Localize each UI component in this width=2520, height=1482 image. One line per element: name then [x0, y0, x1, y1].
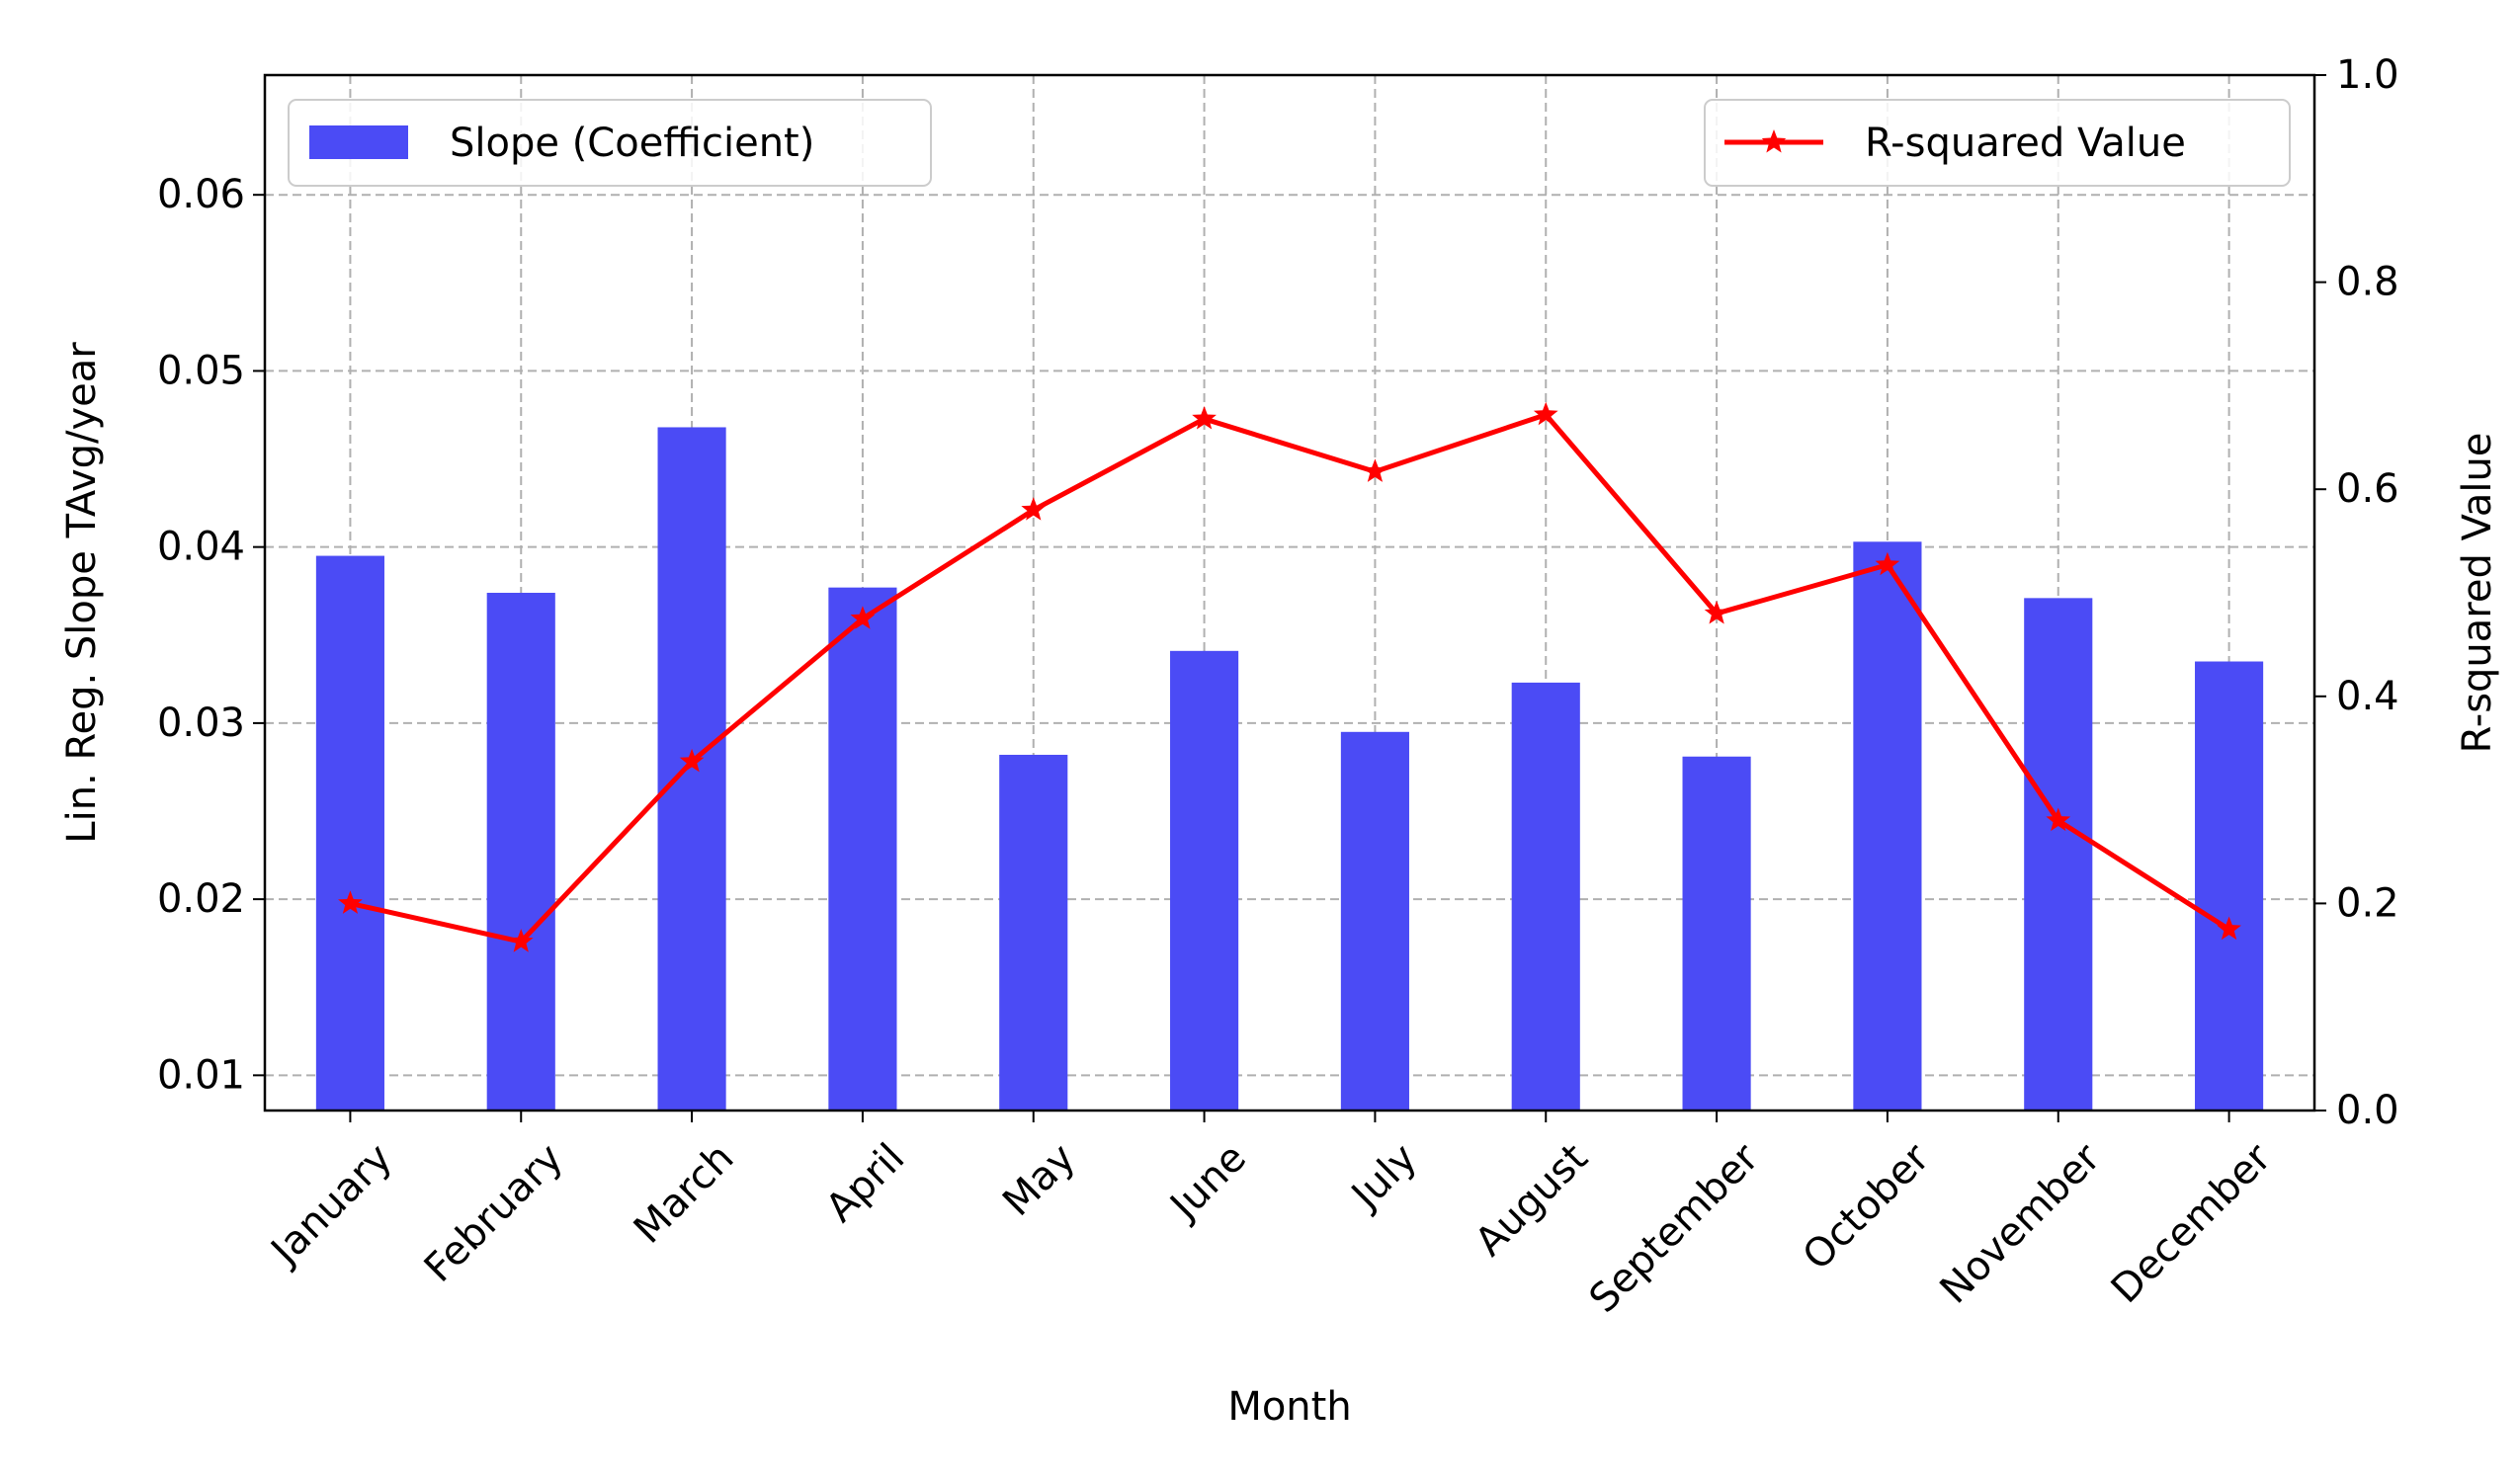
x-tick-label: February — [416, 1135, 572, 1291]
bar — [1511, 682, 1580, 1111]
x-tick-label: September — [1581, 1135, 1768, 1322]
bar-series-slope — [315, 427, 2264, 1111]
x-tick-label: August — [1467, 1135, 1597, 1266]
left-y-tick-label: 0.01 — [157, 1052, 245, 1098]
legend-bar-swatch — [309, 125, 408, 159]
star-marker — [850, 606, 876, 629]
x-tick-label: January — [261, 1135, 401, 1276]
bar — [315, 555, 384, 1111]
left-y-axis-title: Lin. Reg. Slope TAvg/year — [59, 342, 105, 844]
legend-label-r-squared: R-squared Value — [1865, 121, 2186, 166]
right-y-axis-title: R-squared Value — [2455, 433, 2500, 754]
line-series-r-squared — [338, 401, 2241, 952]
star-marker — [508, 929, 534, 952]
legend-frame — [288, 99, 932, 187]
x-tick-label: May — [994, 1135, 1084, 1225]
x-tick-label: April — [817, 1135, 913, 1231]
x-tick-label: November — [1932, 1135, 2110, 1313]
grid-layer — [265, 75, 2314, 1111]
legend-slope: Slope (Coefficient) — [288, 99, 932, 187]
legend-star-marker — [1761, 129, 1787, 153]
legend-label-slope: Slope (Coefficient) — [450, 121, 814, 166]
bar — [2195, 661, 2264, 1111]
star-marker — [338, 890, 363, 914]
bar — [1853, 541, 1922, 1111]
x-tick-label: December — [2103, 1135, 2281, 1313]
star-marker — [679, 748, 705, 773]
bar — [828, 587, 897, 1111]
right-y-tick-label: 0.0 — [2336, 1088, 2399, 1133]
star-marker — [1704, 600, 1729, 624]
star-marker — [1875, 551, 1900, 576]
star-marker — [1192, 405, 1217, 430]
right-y-tick-label: 0.4 — [2336, 674, 2399, 719]
x-axis-title: Month — [1227, 1384, 1351, 1430]
x-tick-label: July — [1341, 1135, 1426, 1220]
r-squared-line — [349, 412, 2230, 945]
left-y-tick-label: 0.02 — [157, 876, 245, 922]
star-marker — [1533, 401, 1558, 426]
bar — [657, 427, 726, 1111]
right-y-tick-label: 1.0 — [2336, 52, 2399, 98]
star-marker — [1021, 497, 1047, 521]
legend-frame — [1704, 99, 2291, 187]
star-marker — [1363, 458, 1387, 482]
right-y-tick-label: 0.2 — [2336, 880, 2399, 926]
bar — [1170, 650, 1239, 1111]
left-y-tick-label: 0.03 — [157, 700, 245, 746]
star-marker — [2046, 807, 2071, 832]
star-marker — [2217, 916, 2241, 941]
left-y-tick-label: 0.05 — [157, 348, 245, 393]
right-y-tick-label: 0.6 — [2336, 466, 2399, 512]
bar — [2024, 598, 2093, 1111]
bar — [486, 593, 555, 1111]
x-tick-label: June — [1160, 1135, 1255, 1230]
x-tick-label: March — [626, 1135, 743, 1253]
left-y-tick-label: 0.06 — [157, 172, 245, 217]
legend-r-squared: R-squared Value — [1704, 99, 2291, 187]
right-y-tick-label: 0.8 — [2336, 260, 2399, 305]
left-y-tick-label: 0.04 — [157, 525, 245, 570]
bar — [999, 754, 1068, 1111]
x-tick-label: October — [1795, 1135, 1939, 1279]
plot-frame — [263, 73, 2316, 1112]
bar — [1682, 756, 1751, 1111]
bar — [1340, 731, 1409, 1111]
